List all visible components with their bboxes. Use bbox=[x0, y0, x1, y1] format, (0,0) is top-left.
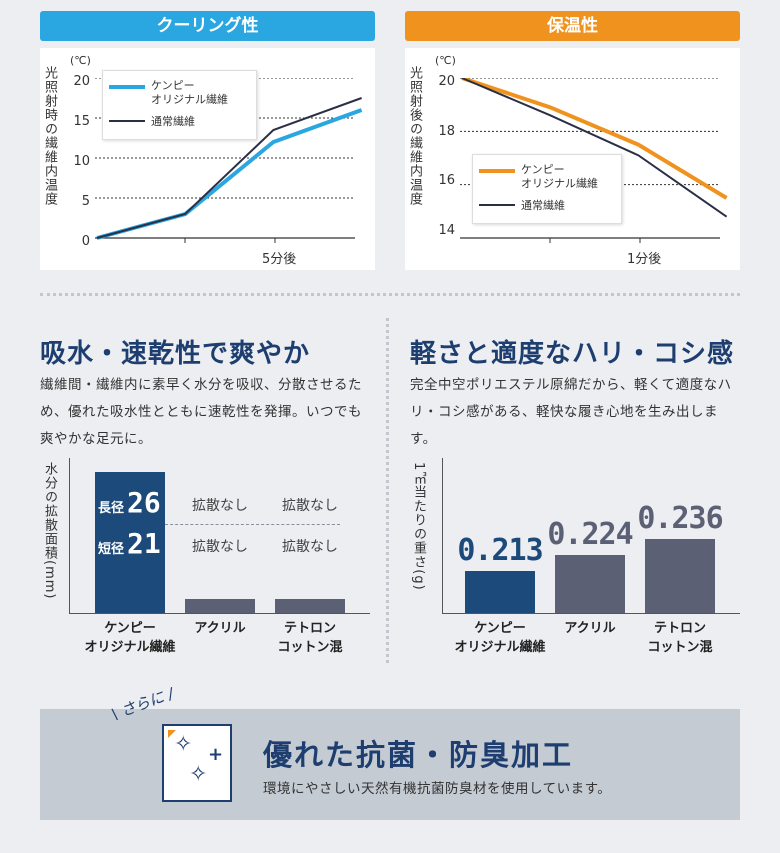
light-title: 軽さと適度なハリ・コシ感 bbox=[410, 339, 735, 369]
light-yaxis bbox=[442, 458, 443, 614]
light-bar-value: 0.236 bbox=[637, 500, 723, 536]
legend-swatch bbox=[109, 85, 145, 89]
acrylic-no-spread-short: 拡散なし bbox=[192, 539, 248, 555]
series-line bbox=[461, 78, 728, 218]
legend-label: ケンピー オリジナル繊維 bbox=[151, 79, 228, 106]
banner-text: 環境にやさしい天然有機抗菌防臭材を使用しています。 bbox=[263, 781, 612, 797]
light-chart: 1㎥当たりの重さ(g) 0.213 0.224 0.236 ケンピー オリジナル繊維… bbox=[405, 458, 745, 658]
warmth-plot bbox=[460, 78, 728, 243]
warmth-ylabel: 光照射後の繊維内温度 bbox=[407, 66, 422, 206]
long-label: 長径 bbox=[98, 501, 125, 516]
short-value: 21 bbox=[127, 527, 161, 560]
cooling-legend-item: 通常繊維 bbox=[109, 113, 250, 129]
tag-slash: \ bbox=[109, 704, 120, 724]
cooling-tick: 0 bbox=[81, 234, 90, 249]
cooling-legend: ケンピー オリジナル繊維 通常繊維 bbox=[102, 70, 257, 140]
banner-tag: \ さらに / bbox=[108, 683, 176, 725]
series-line bbox=[461, 78, 728, 200]
absorb-dashed-line bbox=[165, 524, 340, 525]
short-label: 短径 bbox=[98, 542, 125, 557]
light-cat-label: アクリル bbox=[564, 621, 616, 636]
long-value: 26 bbox=[127, 486, 161, 519]
absorb-title: 吸水・速乾性で爽やか bbox=[40, 339, 311, 369]
legend-swatch bbox=[109, 120, 145, 122]
acrylic-no-spread-long: 拡散なし bbox=[192, 498, 248, 514]
light-text: 完全中空ポリエステル原綿だから、軽くて適度なハリ・コシ感がある、軽快な履き心地を… bbox=[410, 377, 732, 447]
light-cat-label: ケンピー オリジナル繊維 bbox=[454, 621, 546, 655]
light-bar bbox=[555, 555, 625, 613]
warmth-legend-item: ケンピー オリジナル繊維 bbox=[479, 163, 615, 191]
tag-slash: / bbox=[165, 684, 177, 704]
tetoron-no-spread-long: 拡散なし bbox=[282, 498, 338, 514]
absorb-text: 繊維間・繊維内に素早く水分を吸収、分散させるため、優れた吸水性とともに速乾性を発… bbox=[40, 377, 362, 447]
absorb-bar-tetoron bbox=[275, 599, 345, 613]
warmth-legend: ケンピー オリジナル繊維 通常繊維 bbox=[472, 154, 622, 224]
absorb-bar-acrylic bbox=[185, 599, 255, 613]
warmth-tick: 16 bbox=[438, 173, 455, 188]
warmth-header: 保温性 bbox=[405, 11, 740, 41]
cooling-unit: (℃) bbox=[70, 54, 91, 67]
absorb-long: 長径 26 bbox=[98, 486, 161, 519]
cooling-chart-panel: 光照射時の繊維内温度 (℃) 20 15 10 5 0 5分後 ケンピー オリジ… bbox=[40, 48, 375, 270]
absorb-cat-label: テトロン コットン混 bbox=[277, 621, 343, 655]
plus-icon: + bbox=[208, 744, 224, 765]
warmth-legend-item: 通常繊維 bbox=[479, 197, 615, 213]
light-cat-label: テトロン コットン混 bbox=[647, 621, 713, 655]
legend-label: 通常繊維 bbox=[521, 199, 565, 212]
banner-icon-box: ✧ + ✧ bbox=[162, 724, 232, 802]
legend-swatch bbox=[479, 169, 515, 173]
cooling-tick: 20 bbox=[73, 74, 90, 89]
banner-tag-text: さらに bbox=[118, 687, 167, 721]
legend-label: ケンピー オリジナル繊維 bbox=[521, 163, 598, 190]
absorb-yaxis bbox=[69, 458, 70, 614]
tetoron-no-spread-short: 拡散なし bbox=[282, 539, 338, 555]
absorb-bar-kenpie bbox=[95, 472, 165, 613]
sparkle-icon: ✧ bbox=[174, 732, 193, 757]
cooling-header: クーリング性 bbox=[40, 11, 375, 41]
cooling-tick: 15 bbox=[73, 114, 90, 129]
section-divider bbox=[40, 293, 740, 296]
legend-swatch bbox=[479, 204, 515, 206]
cooling-tick: 5 bbox=[81, 194, 90, 209]
warmth-tick: 14 bbox=[438, 223, 455, 238]
sparkle-icon: ✧ bbox=[189, 762, 208, 787]
icon-corner bbox=[168, 730, 176, 738]
series-line bbox=[96, 97, 362, 239]
cooling-tick: 10 bbox=[73, 154, 90, 169]
warmth-unit: (℃) bbox=[435, 54, 456, 67]
light-ylabel: 1㎥当たりの重さ(g) bbox=[411, 462, 426, 591]
cooling-plot bbox=[95, 78, 363, 243]
banner-title: 優れた抗菌・防臭加工 bbox=[263, 738, 574, 772]
light-xaxis bbox=[442, 613, 740, 614]
warmth-chart-panel: 光照射後の繊維内温度 (℃) 20 18 16 14 1分後 ケンピー オリジナ… bbox=[405, 48, 740, 270]
warmth-tick: 20 bbox=[438, 74, 455, 89]
absorb-short: 短径 21 bbox=[98, 527, 161, 560]
cooling-legend-item: ケンピー オリジナル繊維 bbox=[109, 79, 250, 107]
cooling-xtick: 5分後 bbox=[262, 252, 297, 267]
absorb-cat-label: アクリル bbox=[194, 621, 246, 636]
absorb-chart: 水分の拡散面積(mm) 長径 26 短径 21 拡散なし 拡散なし 拡散なし 拡… bbox=[40, 458, 380, 658]
light-bar-value: 0.224 bbox=[547, 517, 633, 553]
warmth-tick: 18 bbox=[438, 124, 455, 139]
absorb-xaxis bbox=[69, 613, 370, 614]
light-bar bbox=[645, 538, 715, 613]
column-divider bbox=[386, 318, 389, 663]
light-bar-value: 0.213 bbox=[457, 532, 543, 568]
light-bar bbox=[465, 570, 535, 613]
absorb-cat-label: ケンピー オリジナル繊維 bbox=[84, 621, 176, 655]
legend-label: 通常繊維 bbox=[151, 115, 195, 128]
absorb-ylabel: 水分の拡散面積(mm) bbox=[42, 462, 57, 600]
warmth-xtick: 1分後 bbox=[627, 252, 662, 267]
antibacterial-banner: ✧ + ✧ \ さらに / 優れた抗菌・防臭加工 環境にやさしい天然有機抗菌防臭… bbox=[40, 684, 740, 820]
cooling-ylabel: 光照射時の繊維内温度 bbox=[42, 66, 57, 206]
